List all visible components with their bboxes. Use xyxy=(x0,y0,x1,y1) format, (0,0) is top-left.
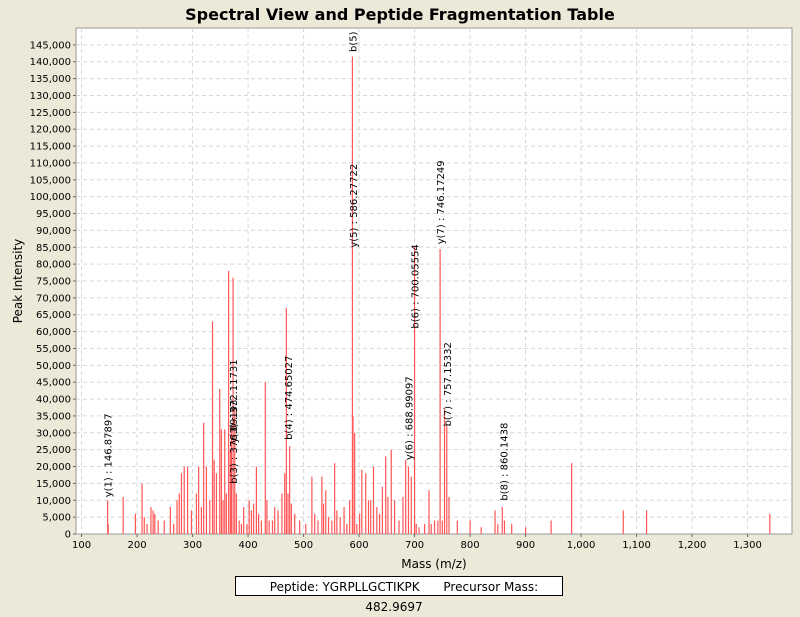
peak-annotation: b(7) : 757.15332 xyxy=(443,342,454,426)
x-tick-label: 700 xyxy=(405,540,424,551)
y-axis-label: Peak Intensity xyxy=(11,239,25,324)
y-tick-label: 5,000 xyxy=(42,513,71,524)
y-tick-label: 145,000 xyxy=(30,40,71,51)
y-tick-label: 130,000 xyxy=(30,91,71,102)
y-tick-label: 125,000 xyxy=(30,108,71,119)
y-tick-label: 55,000 xyxy=(36,344,71,355)
y-tick-label: 95,000 xyxy=(36,209,71,220)
y-tick-label: 45,000 xyxy=(36,378,71,389)
y-tick-label: 0 xyxy=(65,530,71,541)
y-tick-label: 25,000 xyxy=(36,445,71,456)
x-axis: 100 200 300 400 500 600 700 800 900 1,000 1,100 1,2… xyxy=(72,534,762,551)
peaks xyxy=(107,56,771,534)
x-tick-label: 1,000 xyxy=(567,540,596,551)
y-tick-label: 120,000 xyxy=(30,125,71,136)
x-tick-label: 1,300 xyxy=(733,540,762,551)
peak-annotation: y(5) : 586.27722 xyxy=(349,164,360,248)
y-tick-label: 85,000 xyxy=(36,243,71,254)
y-tick-label: 20,000 xyxy=(36,462,71,473)
peak-annotation: b(6) : 700.05554 xyxy=(411,244,422,328)
peptide-label: Peptide: YGRPLLGCTIKPK xyxy=(269,580,420,594)
peak-annotation: b(4) : 474.65027 xyxy=(284,356,295,440)
peak-annotation: b(3) : 376.89193 xyxy=(229,399,240,483)
y-tick-label: 135,000 xyxy=(30,74,71,85)
peak-annotation: y(7) : 746.17249 xyxy=(436,160,447,244)
y-tick-label: 50,000 xyxy=(36,361,71,372)
y-tick-label: 90,000 xyxy=(36,226,71,237)
x-tick-label: 200 xyxy=(128,540,147,551)
x-tick-label: 1,200 xyxy=(678,540,707,551)
x-tick-label: 800 xyxy=(461,540,480,551)
y-tick-label: 10,000 xyxy=(36,496,71,507)
y-tick-label: 100,000 xyxy=(30,192,71,203)
x-tick-label: 600 xyxy=(350,540,369,551)
x-tick-label: 300 xyxy=(183,540,202,551)
peak-annotation: y(3) : 372.11731 xyxy=(229,359,240,443)
y-tick-label: 70,000 xyxy=(36,293,71,304)
peak-annotation: y(1) : 146.87897 xyxy=(104,413,115,497)
y-tick-label: 35,000 xyxy=(36,411,71,422)
y-axis: 0 5,000 10,000 15,000 20,000 25,000 30,000 35,0… xyxy=(30,40,76,541)
peak-annotation: y(6) : 688.99097 xyxy=(404,376,415,460)
peak-annotation: b(5) xyxy=(348,31,359,52)
y-tick-label: 140,000 xyxy=(30,57,71,68)
y-tick-label: 40,000 xyxy=(36,395,71,406)
chart-title: Spectral View and Peptide Fragmentation … xyxy=(185,5,615,24)
y-tick-label: 75,000 xyxy=(36,277,71,288)
y-tick-label: 115,000 xyxy=(30,142,71,153)
y-tick-label: 15,000 xyxy=(36,479,71,490)
peak-annotation: b(8) : 860.1438 xyxy=(499,423,510,501)
x-axis-label: Mass (m/z) xyxy=(401,557,466,571)
y-tick-label: 110,000 xyxy=(30,158,71,169)
grid-lines xyxy=(76,28,792,534)
y-tick-label: 105,000 xyxy=(30,175,71,186)
y-tick-label: 65,000 xyxy=(36,310,71,321)
x-tick-label: 400 xyxy=(239,540,258,551)
x-tick-label: 500 xyxy=(294,540,313,551)
x-tick-label: 900 xyxy=(516,540,535,551)
y-tick-label: 30,000 xyxy=(36,428,71,439)
y-tick-label: 80,000 xyxy=(36,260,71,271)
peptide-info-box: Peptide: YGRPLLGCTIKPK Precursor Mass: 4… xyxy=(235,576,563,614)
x-tick-label: 1,100 xyxy=(622,540,651,551)
x-tick-label: 100 xyxy=(72,540,91,551)
y-tick-label: 60,000 xyxy=(36,327,71,338)
